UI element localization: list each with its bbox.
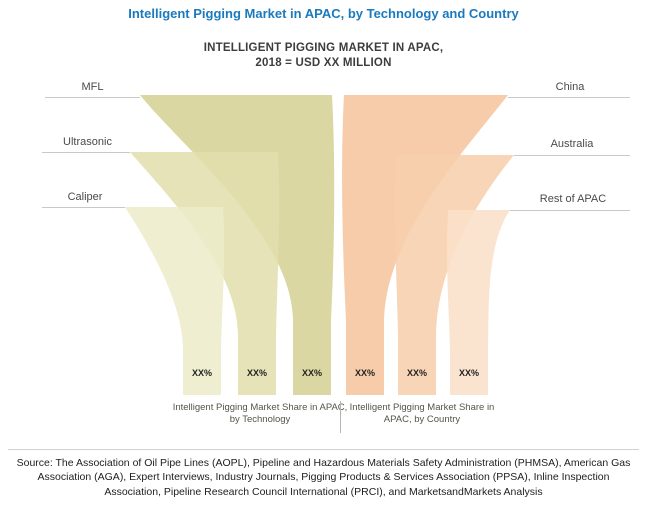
caption-country: Intelligent Pigging Market Share in APAC… <box>349 402 495 426</box>
ribbon-australia <box>394 155 514 395</box>
caption-technology: Intelligent Pigging Market Share in APAC… <box>172 402 348 426</box>
ribbon-ultrasonic <box>130 152 280 395</box>
category-label-rest-of-apac: Rest of APAC <box>539 193 607 205</box>
caption-divider <box>340 401 341 433</box>
share-value-australia: XX% <box>406 368 427 378</box>
category-underline-ultrasonic <box>42 152 130 153</box>
category-underline-mfl <box>45 97 140 98</box>
source-text: Source: The Association of Oil Pipe Line… <box>16 457 631 498</box>
share-value-china: XX% <box>354 368 375 378</box>
ribbon-caliper <box>125 207 225 395</box>
share-value-caliper: XX% <box>191 368 212 378</box>
share-value-rest-of-apac: XX% <box>458 368 479 378</box>
category-label-mfl: MFL <box>81 81 104 93</box>
category-underline-china <box>508 97 630 98</box>
ribbon-china <box>342 95 508 395</box>
page-title: Intelligent Pigging Market in APAC, by T… <box>128 6 519 21</box>
chart-title-line1: INTELLIGENT PIGGING MARKET IN APAC, <box>203 42 444 54</box>
funnel-flow-svg <box>125 95 514 395</box>
category-underline-rest-of-apac <box>510 210 630 211</box>
category-underline-australia <box>514 155 630 156</box>
category-label-caliper: Caliper <box>67 191 103 203</box>
chart-title-line2: 2018 = USD XX MILLION <box>255 57 392 69</box>
category-label-china: China <box>555 81 585 93</box>
category-underline-caliper <box>42 207 125 208</box>
ribbon-mfl <box>140 95 335 395</box>
ribbon-rest-of-apac <box>446 210 510 395</box>
bottom-divider <box>8 449 639 450</box>
category-label-ultrasonic: Ultrasonic <box>63 136 112 148</box>
share-value-mfl: XX% <box>301 368 322 378</box>
category-label-australia: Australia <box>550 138 594 150</box>
share-value-ultrasonic: XX% <box>246 368 267 378</box>
